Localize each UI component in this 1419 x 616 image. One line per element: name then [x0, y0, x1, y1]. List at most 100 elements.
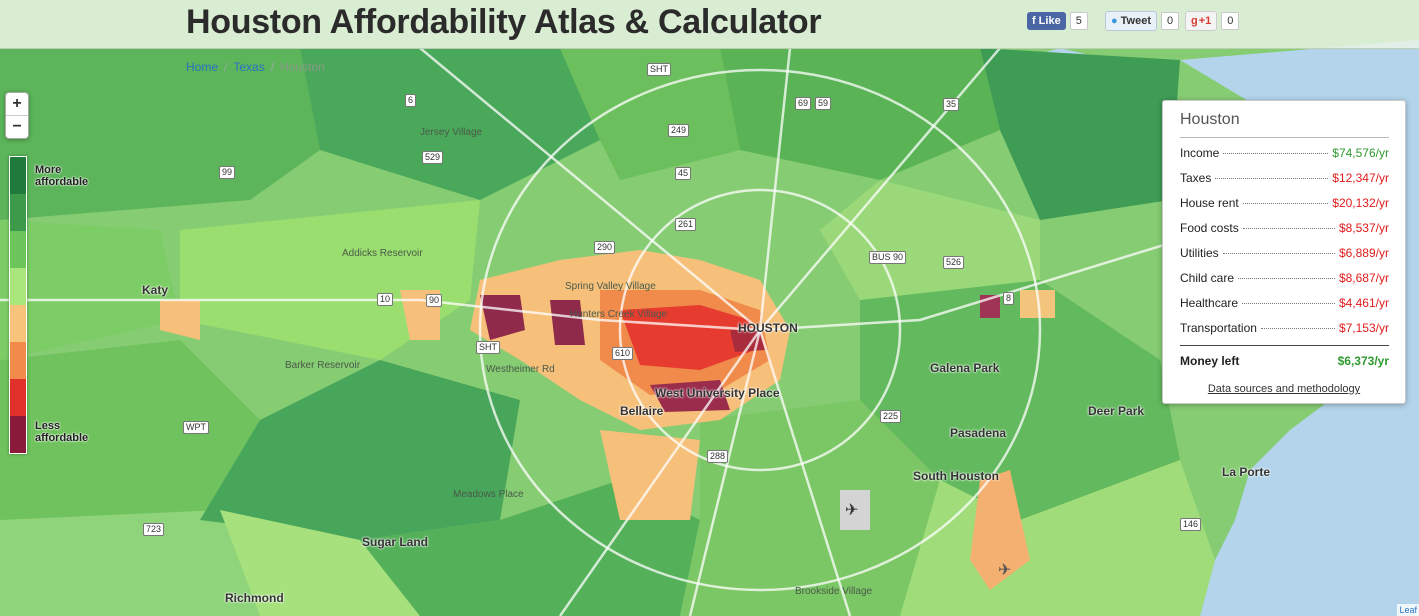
legend-swatch [10, 194, 26, 231]
map-label-galena-park: Galena Park [930, 361, 1000, 375]
shield-529: 529 [422, 151, 444, 164]
budget-row-label: Utilities [1180, 246, 1219, 260]
map-label-westheimer-rd: Westheimer Rd [486, 364, 555, 375]
shield-35: 35 [943, 98, 960, 111]
shield-69: 69 [795, 97, 812, 110]
money-left-row: Money left $6,373/yr [1180, 354, 1389, 370]
shield-99: 99 [219, 166, 236, 179]
panel-title: Houston [1180, 111, 1240, 128]
facebook-like-count: 5 [1069, 12, 1088, 30]
map-label-barker-reservoir: Barker Reservoir [285, 360, 361, 371]
map-label-sugar-land: Sugar Land [362, 535, 429, 549]
budget-row-value: $20,132/yr [1332, 196, 1389, 210]
panel-total-divider [1180, 345, 1389, 346]
breadcrumb-separator: / [270, 60, 275, 74]
leader-dots [1222, 253, 1335, 254]
budget-row-house-rent: House rent $20,132/yr [1180, 196, 1389, 212]
legend-swatch [10, 268, 26, 305]
map-label-houston: HOUSTON [738, 321, 798, 335]
shield-723: 723 [143, 523, 165, 536]
shield-90: 90 [426, 294, 443, 307]
leader-dots [1223, 153, 1329, 154]
budget-row-utilities: Utilities $6,889/yr [1180, 246, 1389, 262]
shield-45: 45 [675, 167, 692, 180]
zoom-out-button[interactable]: − [6, 115, 28, 138]
legend-top-label: More affordable [35, 164, 89, 188]
map-label-la-porte: La Porte [1222, 465, 1271, 479]
budget-row-label: House rent [1180, 196, 1239, 210]
shield-225: 225 [880, 410, 902, 423]
breadcrumb-current: Houston [280, 60, 325, 74]
airport-icon: ✈ [998, 562, 1012, 579]
budget-row-child-care: Child care $8,687/yr [1180, 271, 1389, 287]
affordability-summary-panel: Houston Income $74,576/yr Taxes $12,347/yr H… [1162, 100, 1406, 404]
legend-swatch [10, 379, 26, 416]
map-label-meadows-place: Meadows Place [453, 489, 524, 500]
shield-sht: SHT [647, 63, 671, 76]
shield-526: 526 [943, 256, 965, 269]
budget-row-taxes: Taxes $12,347/yr [1180, 171, 1389, 187]
breadcrumb-separator: / [224, 60, 228, 74]
budget-row-value: $7,153/yr [1338, 321, 1389, 335]
map-label-richmond: Richmond [225, 591, 284, 605]
leader-dots [1242, 303, 1335, 304]
facebook-like[interactable]: f Like 5 [1027, 11, 1088, 31]
shield-59: 59 [815, 97, 832, 110]
twitter-tweet[interactable]: ● Tweet 0 [1105, 11, 1180, 31]
map-attribution[interactable]: Leaf [1397, 604, 1419, 616]
map-label-bellaire: Bellaire [620, 404, 664, 418]
airport-icon: ✈ [845, 502, 859, 519]
tweet-button[interactable]: ● Tweet [1105, 11, 1158, 31]
budget-row-label: Food costs [1180, 221, 1239, 235]
map-label-addicks-reservoir: Addicks Reservoir [342, 248, 423, 259]
shield-bus-90: BUS 90 [869, 251, 907, 264]
map-label-pasadena: Pasadena [950, 426, 1007, 440]
budget-row-income: Income $74,576/yr [1180, 146, 1389, 162]
gplus-button[interactable]: g +1 [1185, 11, 1218, 31]
shield-290: 290 [594, 241, 616, 254]
map-label-south-houston: South Houston [913, 469, 999, 483]
shield-sht-west: SHT [476, 341, 500, 354]
shield-10: 10 [377, 293, 394, 306]
legend-swatch [10, 416, 26, 453]
shield-249: 249 [668, 124, 690, 137]
map-label-katy: Katy [142, 283, 169, 297]
twitter-icon: ● [1111, 15, 1118, 27]
budget-row-value: $6,889/yr [1338, 246, 1389, 260]
zoom-in-button[interactable]: + [12, 95, 22, 112]
budget-row-label: Healthcare [1180, 296, 1239, 310]
map-label-hunters-creek-village: Hunters Creek Village [570, 309, 668, 320]
shield-8: 8 [1003, 292, 1015, 305]
leader-dots [1260, 328, 1335, 329]
header-bar: Houston Affordability Atlas & Calculator… [0, 0, 1419, 49]
shield-610: 610 [612, 347, 634, 360]
budget-row-value: $12,347/yr [1332, 171, 1389, 185]
legend-swatch [10, 342, 26, 379]
budget-row-label: Child care [1180, 271, 1235, 285]
legend-swatch [10, 157, 26, 194]
budget-row-value: $8,687/yr [1338, 271, 1389, 285]
shield-6: 6 [405, 94, 417, 107]
gplus-count: 0 [1221, 12, 1240, 30]
leader-dots [1242, 228, 1335, 229]
legend-swatch [10, 305, 26, 342]
shield-261: 261 [675, 218, 697, 231]
shield-wpt: WPT [183, 421, 209, 434]
budget-row-food-costs: Food costs $8,537/yr [1180, 221, 1389, 237]
leader-dots [1238, 278, 1335, 279]
data-sources-link[interactable]: Data sources and methodology [1207, 383, 1361, 395]
page-title: Houston Affordability Atlas & Calculator [186, 3, 822, 41]
map-label-spring-valley-village: Spring Valley Village [565, 281, 656, 292]
google-plus[interactable]: g +1 0 [1185, 11, 1240, 31]
zoom-control: + − [5, 92, 29, 139]
budget-row-label: Transportation [1180, 321, 1257, 335]
breadcrumb-texas[interactable]: Texas [233, 60, 265, 74]
shield-288: 288 [707, 450, 729, 463]
breadcrumb-home[interactable]: Home [186, 60, 219, 74]
facebook-like-button[interactable]: f Like [1027, 12, 1066, 30]
leader-dots [1242, 203, 1329, 204]
legend-bottom-label: Less affordable [35, 420, 89, 444]
budget-row-value: $74,576/yr [1332, 146, 1389, 160]
map-label-jersey-village: Jersey Village [420, 127, 483, 138]
budget-row-label: Income [1180, 146, 1220, 160]
